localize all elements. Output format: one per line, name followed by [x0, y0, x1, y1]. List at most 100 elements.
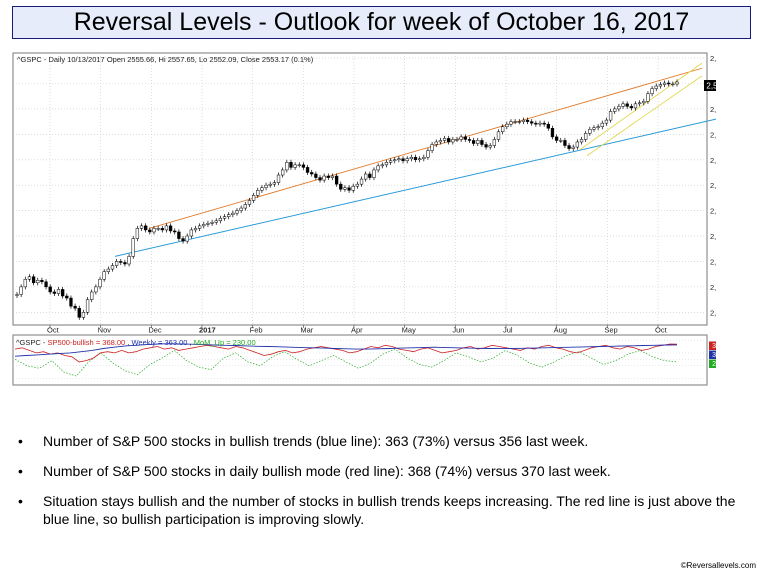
sp500-bullish-line [14, 343, 678, 363]
upper-trendline [148, 67, 703, 229]
price-y-ticks: 2,100 2,150 2,200 2,250 2,300 2,350 2,400 2,450… [710, 54, 716, 317]
price-candle [152, 228, 156, 233]
price-candle [584, 133, 588, 140]
price-candle [667, 82, 671, 85]
price-candle [675, 81, 679, 85]
price-candle [438, 140, 443, 143]
price-candle [114, 261, 119, 266]
price-candle [517, 121, 521, 123]
price-candle [542, 122, 546, 125]
price-candle [372, 169, 376, 178]
price-y-tick-label: 2,450 [710, 130, 716, 139]
price-candle [426, 150, 430, 158]
price-candle [281, 169, 285, 176]
price-x-tick-label: Apr [351, 326, 363, 335]
price-candle [617, 106, 621, 110]
price-candle [94, 286, 98, 293]
bullet-marker: • [18, 433, 23, 449]
price-candle [430, 144, 434, 151]
price-candle [650, 88, 654, 94]
price-candle [501, 126, 505, 133]
price-candle [210, 222, 214, 224]
price-candle [177, 231, 181, 239]
bullet-marker: • [18, 493, 23, 509]
price-x-ticks: Oct Nov Dec 2017 Feb Mar Apr May Jun Jul Aug Sep Oct [47, 325, 668, 335]
price-candle [73, 305, 77, 309]
indicator-value-tag-box [709, 350, 716, 359]
price-candle [471, 140, 476, 144]
price-candle [596, 126, 600, 128]
price-candle [413, 156, 418, 161]
price-x-tick-label: Aug [554, 326, 567, 335]
price-candle [575, 141, 580, 148]
price-candle [164, 225, 169, 231]
price-candle [646, 93, 650, 102]
price-candles [15, 79, 679, 320]
price-candle [52, 291, 57, 294]
price-candle [621, 103, 625, 107]
price-candle [359, 178, 364, 185]
price-candle [496, 131, 501, 140]
price-candle [202, 224, 206, 227]
price-x-tick-label: Mar [300, 326, 313, 335]
lower-trendline [114, 118, 716, 257]
price-y-tick-label: 2,500 [710, 105, 716, 114]
price-candle [509, 121, 513, 125]
price-x-tick-label: Nov [98, 326, 112, 335]
price-candle [260, 187, 264, 191]
price-candle [397, 158, 401, 161]
price-candle [98, 278, 102, 288]
price-candle [525, 119, 530, 122]
price-candle [243, 204, 247, 209]
price-candle [455, 139, 459, 141]
price-candle [380, 164, 384, 167]
bullet-text: Number of S&P 500 stocks in daily bullis… [43, 463, 611, 479]
price-candle [459, 136, 463, 140]
price-candle [27, 276, 32, 280]
price-candle [355, 183, 360, 187]
price-x-tick-label: Sep [604, 326, 617, 335]
price-candle [417, 158, 422, 161]
short-channel-upper [579, 62, 703, 150]
price-candle [272, 182, 277, 185]
price-candle [173, 230, 177, 233]
price-x-tick-label: Jun [452, 326, 464, 335]
price-chart-legend: ^GSPC - Daily 10/13/2017 Open 2555.66, H… [17, 55, 314, 64]
price-candle [505, 123, 509, 127]
price-candle [131, 238, 135, 257]
price-candle [546, 123, 550, 129]
price-candle [351, 185, 355, 191]
indicator-panel: 100200250300400 ^GSPC - SP500-bullish = … [12, 334, 716, 386]
price-candle [334, 175, 339, 185]
indicator-legend-mom: MoM_Up = 230.00 [194, 338, 256, 347]
last-price-tag-box [704, 80, 716, 91]
price-candle [405, 158, 409, 162]
price-y-tick-label: 2,400 [710, 156, 716, 165]
price-candle [384, 162, 389, 166]
price-candle [600, 122, 604, 127]
price-x-tick-label: Oct [47, 326, 60, 335]
price-candle [15, 294, 19, 296]
chart-area: 2,100 2,150 2,200 2,250 2,300 2,350 2,400 2,450… [12, 52, 716, 386]
price-candle [442, 138, 447, 141]
price-candle [102, 271, 106, 280]
price-candle [139, 225, 144, 229]
price-candle [538, 122, 542, 125]
price-candle [77, 307, 81, 318]
price-y-tick-label: 2,350 [710, 181, 716, 190]
last-price-tag: 2,553.17 [704, 80, 716, 91]
price-candle [256, 190, 260, 196]
price-candle [81, 312, 86, 318]
price-x-tick-label: Oct [655, 326, 668, 335]
price-candle [135, 228, 140, 239]
price-candle [563, 140, 567, 146]
weekly-line [14, 343, 678, 357]
price-candle [144, 225, 148, 231]
indicator-legend-bullish: SP500-bullish = 368.00 [47, 338, 125, 347]
price-x-tick-label: 2017 [199, 326, 216, 335]
price-candle [521, 119, 526, 122]
indicator-legend-sep2: , [190, 338, 194, 347]
indicator-value-tag-text: 230 [712, 361, 716, 368]
price-candle [604, 119, 609, 124]
price-candle [326, 175, 330, 178]
